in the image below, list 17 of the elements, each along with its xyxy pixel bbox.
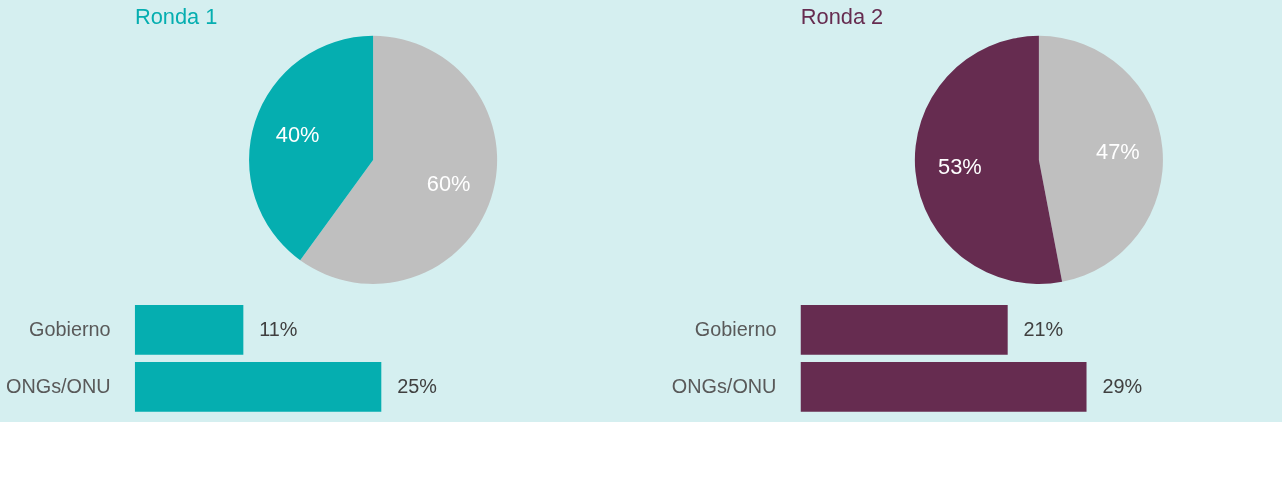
y-tick-label: ONGs/ONU: [5, 374, 111, 397]
data-label: 40%: [275, 122, 320, 148]
data-label: 47%: [1096, 139, 1140, 165]
data-label: 53%: [938, 154, 982, 180]
data-label: 21%: [1023, 317, 1064, 340]
pie-slice: [249, 35, 374, 261]
chart-title: Ronda 2: [800, 4, 884, 30]
data-label: 11%: [259, 317, 298, 340]
y-tick-label: ONGs/ONU: [671, 374, 777, 397]
data-label: 60%: [426, 171, 471, 197]
data-label: 29%: [1102, 374, 1143, 397]
chart-title: Ronda 1: [134, 4, 218, 30]
pie-slice: [914, 35, 1063, 284]
data-label: 25%: [397, 374, 437, 397]
y-tick-label: Gobierno: [29, 317, 111, 340]
y-tick-label: Gobierno: [694, 317, 777, 340]
pie-slice: [1038, 35, 1163, 282]
